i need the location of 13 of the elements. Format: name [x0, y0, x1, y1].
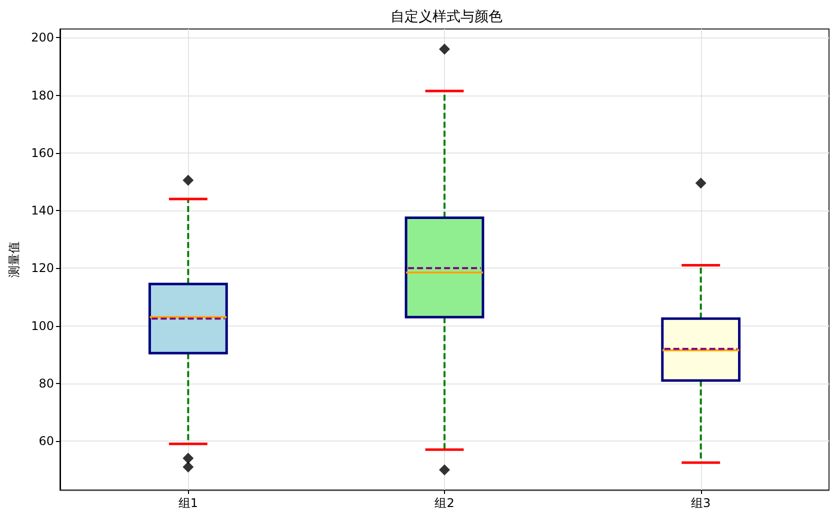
y-axis-title: 测量值 — [7, 242, 21, 278]
x-tick-label: 组1 — [178, 496, 198, 510]
y-tick-label: 180 — [31, 88, 54, 102]
y-tick-label: 120 — [31, 261, 54, 276]
y-tick-label: 80 — [38, 376, 54, 390]
y-tick-label: 160 — [31, 146, 54, 160]
y-tick-label: 100 — [31, 318, 54, 333]
y-tick-label: 140 — [31, 204, 54, 218]
x-tick-label: 组2 — [434, 496, 454, 510]
y-tick-label: 60 — [38, 434, 54, 448]
y-tick-label: 200 — [31, 30, 54, 45]
x-tick-label: 组3 — [691, 496, 711, 510]
chart-title: 自定义样式与颜色 — [390, 9, 502, 25]
